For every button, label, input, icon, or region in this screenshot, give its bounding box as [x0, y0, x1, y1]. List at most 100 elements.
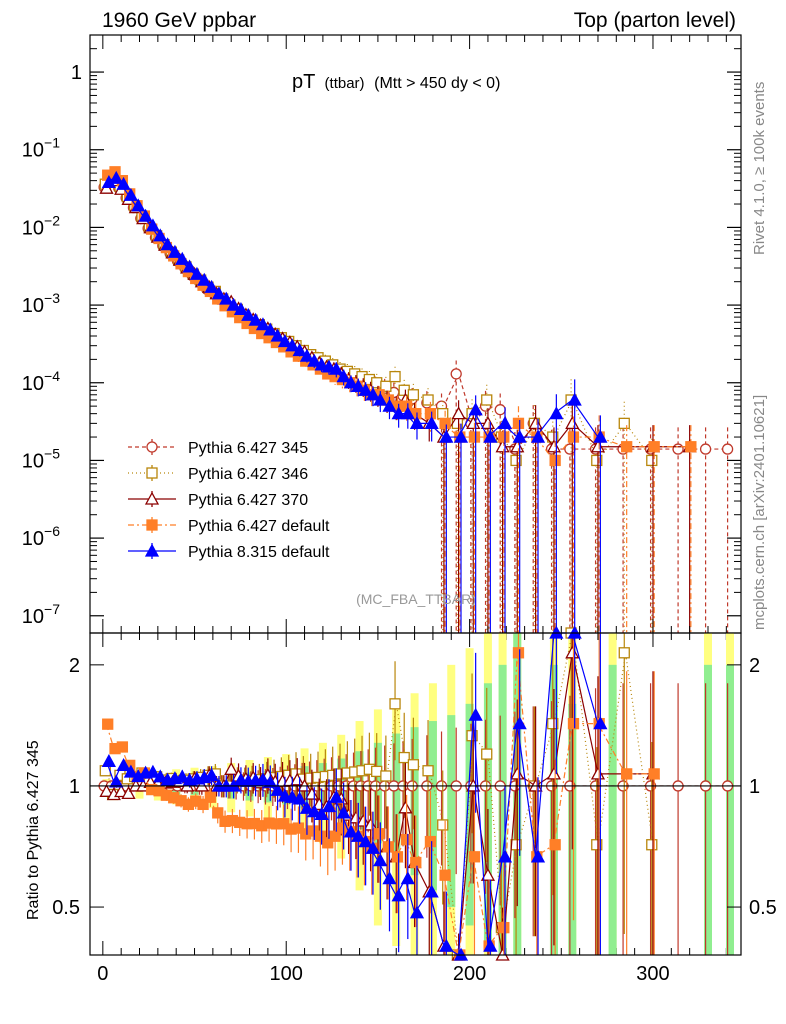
data-point [329, 361, 344, 375]
legend-label: Pythia 8.315 default [188, 544, 330, 561]
ytick-exponent: −2 [44, 212, 60, 228]
data-point [241, 307, 256, 321]
ratio-point [329, 789, 344, 803]
ratio-point [336, 805, 351, 819]
ratio-ytick-label-right: 0.5 [749, 897, 777, 919]
ratio-point [409, 905, 425, 919]
data-point [721, 443, 734, 455]
data-point [407, 389, 420, 401]
ratio-point [314, 830, 327, 842]
ratio-band-green [703, 664, 712, 955]
ratio-point [351, 828, 366, 842]
ratio-point [292, 791, 307, 805]
data-point [299, 348, 315, 362]
ytick-exponent: −6 [44, 523, 60, 539]
ratio-point [380, 770, 392, 782]
ratio-point [591, 839, 603, 851]
data-point [160, 237, 175, 251]
data-point [233, 302, 249, 316]
ratio-point [483, 938, 498, 952]
plot-title-sub1: (ttbar) [325, 75, 365, 92]
ratio-point [481, 748, 493, 760]
plot-title: pT (ttbar) (Mtt > 450 dy < 0) [292, 71, 500, 93]
ratio-point [593, 716, 608, 730]
ratio-point [439, 869, 451, 881]
legend-marker [144, 491, 160, 505]
ratio-ytick-label: 2 [69, 655, 80, 677]
data-point [549, 454, 561, 467]
ratio-point [547, 717, 559, 730]
data-point [380, 380, 392, 392]
ratio-point [437, 819, 449, 831]
ytick-base: 10 [22, 528, 44, 550]
ratio-point [621, 768, 633, 780]
ratio-panel-axes: 0.5 0.5 1 1 2 2 [52, 655, 777, 919]
legend-label: Pythia 6.427 346 [188, 466, 308, 483]
ratio-band-green [725, 664, 734, 955]
data-point [498, 431, 510, 443]
ratio-band-green [498, 664, 507, 955]
data-point [565, 416, 580, 430]
data-point [358, 382, 373, 396]
ytick-base: 10 [22, 140, 44, 162]
data-point [219, 291, 234, 305]
ytick-base: 10 [22, 606, 44, 628]
ratio-point [530, 849, 546, 863]
data-point [371, 377, 383, 389]
ratio-point [424, 884, 439, 898]
main-ytick-label: 1 [71, 62, 82, 84]
ratio-point [468, 851, 481, 863]
ratio-point [398, 751, 410, 764]
ratio-point [270, 782, 285, 796]
ratio-point [145, 764, 161, 778]
ratio-band-green [428, 721, 437, 891]
ratio-band-green [392, 733, 401, 862]
header-process: Top (parton level) [574, 9, 736, 32]
data-point [123, 187, 139, 201]
ratio-point [497, 849, 513, 863]
ratio-point [398, 800, 413, 814]
main-ytick-label: 10−7 [22, 601, 60, 628]
ratio-point [512, 647, 525, 659]
data-point [422, 394, 434, 406]
ytick-exponent: −3 [44, 290, 60, 306]
data-point [389, 370, 401, 383]
ratio-point [121, 786, 136, 800]
ratio-point [212, 807, 224, 819]
data-point [567, 392, 582, 406]
data-point [197, 272, 212, 286]
ratio-point [116, 758, 131, 772]
data-point [481, 394, 493, 406]
ratio-point [391, 851, 404, 863]
ratio-point [255, 772, 271, 786]
ytick-exponent: −4 [44, 368, 60, 384]
plot-title-main: pT [292, 71, 315, 93]
ytick-exponent: −5 [44, 445, 60, 461]
data-point [512, 429, 527, 443]
ratio-line [105, 632, 599, 957]
ytick-exponent: −7 [44, 601, 60, 617]
data-point [248, 312, 263, 326]
ratio-point [292, 822, 305, 834]
xtick-label: 200 [453, 963, 486, 985]
ratio-point [123, 764, 139, 778]
ratio-point [102, 718, 114, 730]
data-point [189, 266, 205, 280]
ratio-point [116, 741, 129, 753]
data-point [285, 338, 300, 352]
ratio-point [567, 717, 580, 730]
ratio-point [299, 800, 315, 814]
x-axis-tick-labels: 0 100 200 300 [97, 963, 669, 985]
ratio-point [468, 707, 483, 721]
data-point [497, 416, 513, 430]
ratio-ytick-label: 1 [69, 776, 80, 798]
data-point [512, 417, 525, 430]
data-point [672, 443, 684, 455]
data-point [591, 454, 603, 467]
series-line [106, 177, 599, 439]
data-point [277, 334, 293, 348]
ratio-point [373, 853, 388, 867]
ratio-point [365, 840, 381, 854]
analysis-label: (MC_FBA_TTBAR) [356, 591, 476, 607]
data-point [292, 343, 307, 357]
